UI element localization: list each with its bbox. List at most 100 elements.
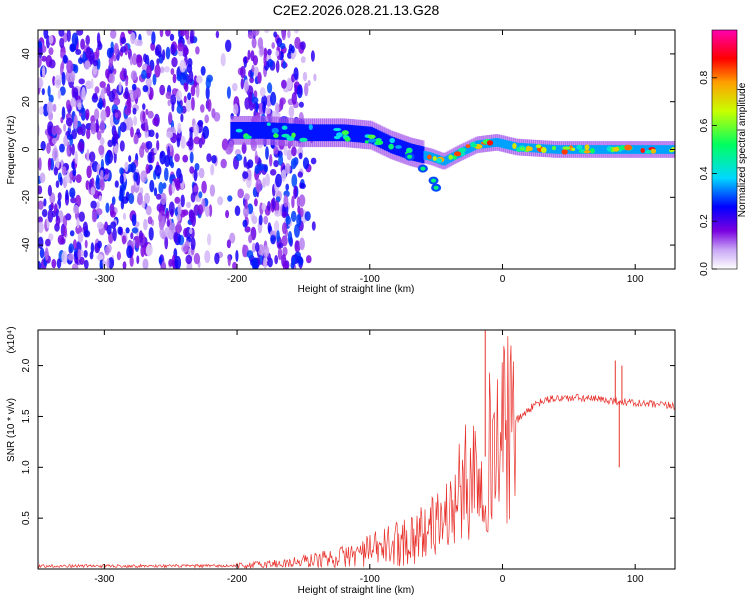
noise-blob	[61, 166, 67, 176]
noise-blob	[58, 30, 65, 37]
noise-blob	[62, 32, 68, 43]
noise-blob	[190, 237, 196, 251]
ridge-core	[300, 124, 304, 141]
ridge-core	[282, 123, 286, 140]
noise-blob	[144, 118, 148, 133]
noise-blob	[128, 192, 135, 205]
noise-blob	[240, 78, 244, 90]
ridge-hotspot	[395, 145, 402, 149]
noise-blob	[307, 80, 311, 87]
noise-blob	[65, 213, 72, 221]
ridge-hotspot	[266, 122, 271, 126]
noise-blob	[85, 46, 92, 59]
ridge-core	[401, 140, 405, 158]
noise-blob	[148, 129, 155, 138]
noise-blob	[217, 196, 224, 206]
spectrogram-noise	[38, 30, 317, 269]
noise-blob	[294, 84, 298, 96]
noise-blob	[77, 102, 82, 110]
noise-blob	[147, 216, 153, 225]
ridge-core	[288, 123, 292, 141]
spectrogram-y-label: Frequency (Hz)	[6, 116, 17, 185]
noise-blob	[208, 204, 213, 217]
noise-blob	[170, 222, 176, 235]
ridge-core	[660, 145, 664, 154]
noise-blob	[262, 102, 266, 113]
noise-blob	[254, 155, 259, 163]
noise-blob	[131, 83, 137, 91]
noise-blob	[94, 86, 100, 94]
ridge-core	[252, 122, 256, 139]
noise-blob	[250, 50, 255, 62]
noise-blob	[136, 128, 141, 136]
noise-blob	[167, 145, 171, 160]
colorbar-tick-label: 0.4	[699, 166, 710, 180]
noise-blob	[282, 60, 286, 69]
noise-blob	[145, 163, 150, 175]
noise-blob	[59, 143, 65, 153]
noise-blob	[290, 158, 297, 170]
noise-blob	[152, 117, 159, 126]
noise-blob	[288, 105, 295, 118]
noise-blob	[108, 72, 115, 84]
noise-blob	[124, 161, 129, 173]
noise-blob	[274, 210, 281, 217]
noise-blob	[270, 169, 277, 176]
noise-blob	[273, 160, 279, 168]
ridge-core	[505, 140, 509, 149]
noise-blob	[61, 71, 66, 86]
noise-blob	[164, 167, 169, 181]
noise-blob	[187, 92, 192, 101]
noise-blob	[40, 140, 46, 151]
snr-y-multiplier: (x10⁴)	[6, 326, 17, 353]
noise-blob	[156, 193, 162, 200]
ridge-core	[258, 122, 262, 139]
branch-core	[407, 154, 413, 159]
spectrogram-x-ticks: -300 -200 -100 0 100	[94, 30, 644, 285]
noise-blob	[110, 210, 116, 218]
noise-blob	[96, 32, 101, 46]
noise-blob	[66, 30, 71, 42]
noise-blob	[270, 91, 277, 106]
ridge-core	[423, 150, 427, 160]
ridge-hotspot	[571, 147, 576, 151]
noise-blob	[146, 64, 152, 78]
noise-blob	[182, 154, 189, 163]
noise-blob	[201, 180, 207, 194]
noise-blob	[140, 170, 148, 183]
noise-blob	[96, 221, 104, 230]
ridge-core	[349, 125, 353, 142]
noise-blob	[38, 236, 44, 249]
noise-blob	[71, 129, 77, 140]
noise-blob	[137, 39, 143, 47]
noise-blob	[162, 49, 166, 61]
noise-blob	[299, 183, 306, 189]
noise-blob	[92, 92, 98, 100]
noise-blob	[193, 252, 201, 265]
noise-blob	[271, 197, 276, 210]
noise-blob	[157, 50, 162, 58]
noise-blob	[80, 38, 85, 50]
noise-blob	[99, 81, 106, 89]
ridge-core	[248, 122, 252, 139]
noise-blob	[287, 30, 291, 39]
colorbar: 0.0 0.2 0.4 0.6 0.8 Normalized spectral ampl…	[699, 29, 748, 276]
noise-blob	[176, 73, 183, 82]
x-tick-label: -200	[227, 574, 247, 585]
noise-blob	[81, 86, 86, 101]
noise-blob	[77, 232, 84, 243]
noise-blob	[41, 88, 45, 96]
snr-x-ticks: -300 -200 -100 0 100	[94, 330, 644, 585]
ridge-hotspot	[344, 137, 351, 142]
noise-blob	[282, 222, 287, 235]
ridge-core	[421, 146, 425, 164]
noise-blob	[202, 125, 210, 139]
noise-blob	[171, 57, 178, 68]
noise-blob	[294, 224, 300, 238]
ridge-hotspot	[535, 144, 542, 149]
noise-blob	[99, 137, 105, 146]
noise-blob	[61, 106, 66, 120]
noise-blob	[160, 66, 165, 74]
noise-blob	[78, 211, 86, 222]
ridge-hotspot	[273, 133, 279, 138]
